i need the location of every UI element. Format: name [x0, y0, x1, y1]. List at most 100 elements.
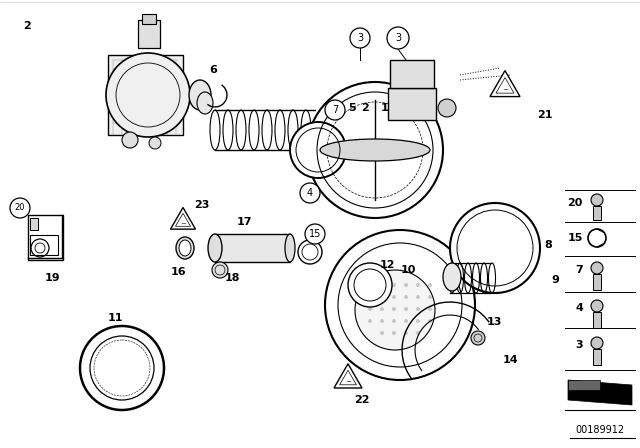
Text: 8: 8 — [544, 240, 552, 250]
Text: 18: 18 — [224, 273, 240, 283]
Circle shape — [404, 331, 408, 335]
Text: 19: 19 — [44, 273, 60, 283]
Circle shape — [300, 183, 320, 203]
Text: 15: 15 — [309, 229, 321, 239]
Circle shape — [368, 307, 372, 311]
Text: 2: 2 — [23, 21, 31, 31]
Text: 15: 15 — [568, 233, 583, 243]
Circle shape — [10, 198, 30, 218]
Text: ~: ~ — [345, 379, 351, 385]
Polygon shape — [490, 71, 520, 97]
Circle shape — [428, 295, 432, 299]
Text: 16: 16 — [170, 267, 186, 277]
Circle shape — [307, 82, 443, 218]
Text: ~: ~ — [502, 87, 508, 93]
Circle shape — [290, 122, 346, 178]
Text: 4: 4 — [575, 303, 583, 313]
Circle shape — [416, 283, 420, 287]
Circle shape — [416, 295, 420, 299]
Ellipse shape — [212, 262, 228, 278]
Circle shape — [438, 99, 456, 117]
Polygon shape — [170, 207, 195, 229]
Text: 7: 7 — [332, 105, 338, 115]
Text: 9: 9 — [551, 275, 559, 285]
Circle shape — [380, 295, 384, 299]
Ellipse shape — [179, 240, 191, 256]
Text: 14: 14 — [502, 355, 518, 365]
Circle shape — [392, 331, 396, 335]
Circle shape — [392, 319, 396, 323]
Circle shape — [106, 53, 190, 137]
Circle shape — [428, 283, 432, 287]
Bar — [593, 274, 601, 290]
Text: 5: 5 — [348, 103, 356, 113]
Bar — [30, 218, 38, 230]
Circle shape — [404, 319, 408, 323]
Text: 20: 20 — [568, 198, 583, 208]
Text: 4: 4 — [307, 188, 313, 198]
Circle shape — [591, 337, 603, 349]
Text: 11: 11 — [108, 313, 123, 323]
Text: 12: 12 — [380, 260, 395, 270]
Bar — [138, 20, 160, 48]
Bar — [108, 55, 183, 135]
Text: 1: 1 — [381, 103, 389, 113]
Text: 00189912: 00189912 — [575, 425, 625, 435]
Bar — [593, 312, 601, 328]
Ellipse shape — [208, 234, 222, 262]
Text: 22: 22 — [355, 395, 370, 405]
Circle shape — [122, 132, 138, 148]
Bar — [30, 235, 58, 255]
Text: 3: 3 — [395, 33, 401, 43]
Ellipse shape — [320, 139, 430, 161]
Circle shape — [428, 307, 432, 311]
Circle shape — [368, 319, 372, 323]
Circle shape — [392, 283, 396, 287]
Circle shape — [80, 326, 164, 410]
Text: 6: 6 — [209, 65, 217, 75]
Text: 3: 3 — [356, 29, 364, 39]
Text: 23: 23 — [195, 200, 210, 210]
Circle shape — [325, 230, 475, 380]
Circle shape — [348, 263, 392, 307]
Text: 20: 20 — [15, 203, 25, 212]
Circle shape — [387, 27, 409, 49]
Circle shape — [471, 331, 485, 345]
Circle shape — [380, 307, 384, 311]
Bar — [28, 215, 63, 260]
Text: 2: 2 — [361, 103, 369, 113]
Bar — [142, 14, 156, 24]
Ellipse shape — [197, 92, 213, 114]
Ellipse shape — [443, 263, 461, 291]
Text: 17: 17 — [236, 217, 252, 227]
Circle shape — [380, 319, 384, 323]
Bar — [390, 60, 434, 88]
Circle shape — [392, 295, 396, 299]
Circle shape — [404, 307, 408, 311]
Ellipse shape — [285, 234, 295, 262]
Bar — [388, 88, 436, 120]
Circle shape — [305, 224, 325, 244]
Bar — [593, 349, 601, 365]
Circle shape — [392, 307, 396, 311]
Circle shape — [368, 295, 372, 299]
Text: 13: 13 — [486, 317, 502, 327]
Polygon shape — [334, 364, 362, 388]
Circle shape — [450, 203, 540, 293]
Circle shape — [416, 319, 420, 323]
Circle shape — [416, 331, 420, 335]
Circle shape — [368, 283, 372, 287]
Circle shape — [591, 262, 603, 274]
Bar — [593, 206, 601, 220]
Circle shape — [416, 307, 420, 311]
Text: 3: 3 — [575, 340, 583, 350]
Text: 10: 10 — [400, 265, 416, 275]
Polygon shape — [568, 380, 600, 390]
Text: 21: 21 — [537, 110, 553, 120]
Circle shape — [350, 28, 370, 48]
Circle shape — [404, 295, 408, 299]
Circle shape — [325, 100, 345, 120]
Circle shape — [428, 319, 432, 323]
Text: 3: 3 — [357, 33, 363, 43]
Ellipse shape — [176, 237, 194, 259]
